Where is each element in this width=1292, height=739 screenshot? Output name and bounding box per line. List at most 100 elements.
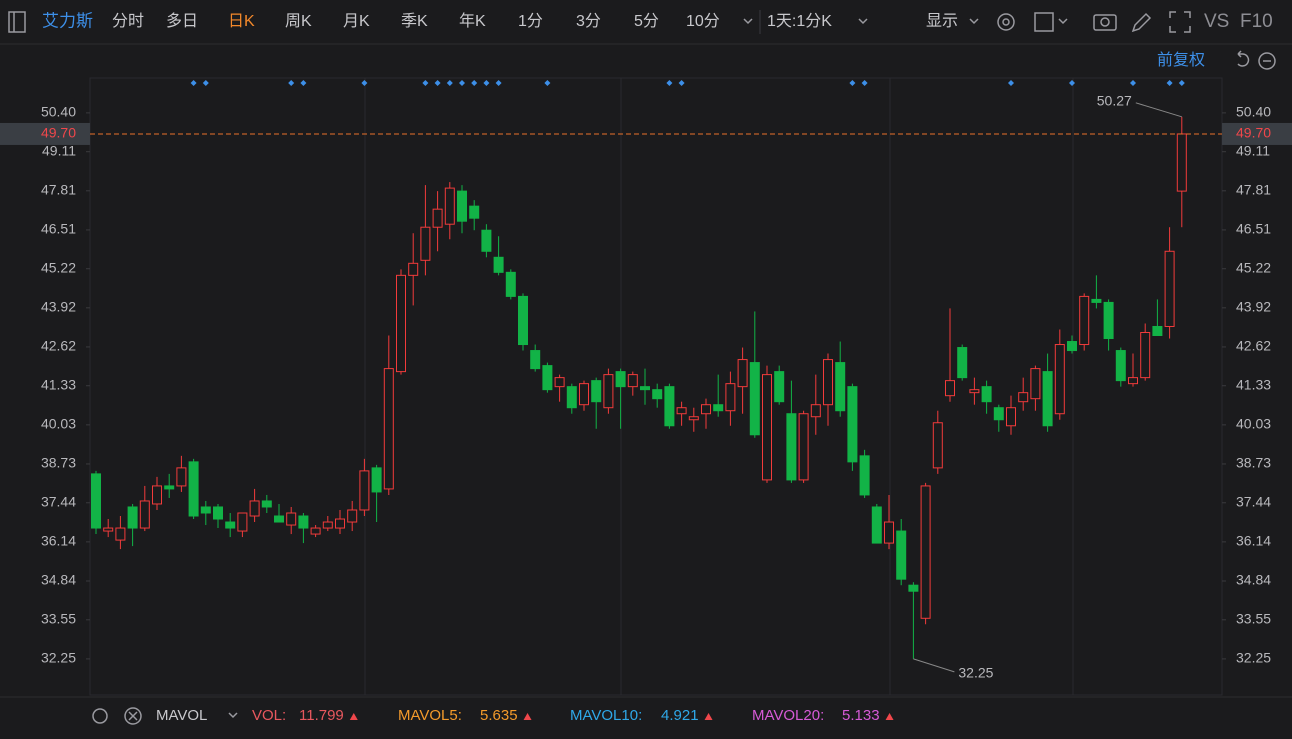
indicator-settings[interactable] [92,708,108,724]
period-tab[interactable]: 3分 [576,12,601,30]
event-marker[interactable] [483,80,490,86]
candle-body [1152,325,1163,337]
interval[interactable]: 1天:1分K [767,12,832,30]
event-marker[interactable] [434,80,441,86]
period-tab[interactable]: 多日 [166,12,198,30]
candle-body [859,455,870,496]
settings-icon[interactable] [997,13,1015,31]
trend-arrow [523,713,532,720]
candle-body [725,383,736,412]
y-tick-label: 34.84 [41,572,76,588]
draw-icon[interactable] [1131,12,1152,33]
candle-body [993,407,1004,421]
period-tab[interactable]: 月K [343,13,370,30]
candle-body [798,413,809,481]
period-tab[interactable]: 1分 [518,12,543,30]
camera-icon[interactable] [1093,14,1117,31]
y-tick-label: 34.84 [1236,572,1271,588]
candle-body [420,226,431,261]
candle-body [176,467,187,487]
candle-body [615,371,626,388]
y-tick-label: 47.81 [41,182,76,198]
candle-body [627,374,638,388]
display-menu[interactable]: 显示 [926,13,958,30]
y-tick-label: 36.14 [1236,533,1271,549]
event-marker[interactable] [446,80,453,86]
candle-body [945,380,955,397]
zoom-out-icon[interactable] [1258,52,1276,70]
event-marker[interactable] [1008,80,1014,86]
candlestick-plot: 50.40 50.40 49.11 49.11 47.81 47.81 46.51 46.51… [0,80,1292,681]
candle-body [274,515,284,523]
y-tick-label: 36.14 [41,533,76,549]
y-tick-label: 33.55 [1236,610,1271,626]
indicator-value: 4.921 [661,707,699,724]
event-marker[interactable] [849,80,856,86]
fullscreen-icon[interactable] [1169,11,1191,33]
y-tick-label: 49.11 [1236,142,1270,158]
chevron [743,18,753,25]
indicator-label: VOL: [252,707,286,724]
indicator-close[interactable] [124,707,142,725]
candle-body [871,506,882,544]
event-marker[interactable] [1130,80,1136,86]
period-tab[interactable]: 年K [459,12,486,30]
symbol[interactable]: 艾力斯 [42,11,93,30]
candle-body [652,389,663,400]
candle-body [566,386,577,409]
indicator-label: MAVOL5: [398,707,462,724]
event-marker[interactable] [300,80,307,86]
event-marker[interactable] [471,80,478,86]
event-marker[interactable] [361,80,368,86]
camera-lens [1100,17,1110,27]
low-leader [913,658,955,673]
y-tick-label: 42.62 [1236,338,1271,354]
candle-body [1103,301,1114,340]
vs-button[interactable]: VS [1204,11,1229,32]
candle-body [847,386,858,463]
candle-body [493,256,504,273]
event-marker[interactable] [495,80,502,86]
period-tabs: 分时 多日 日K 周K 月K 季K 年K 1分 3分 5分 10分 [112,12,720,30]
reset-icon[interactable] [1237,50,1250,67]
candle-body [481,229,492,252]
y-tick-label: 43.92 [41,299,76,315]
event-marker[interactable] [678,80,685,86]
indicator-name[interactable]: MAVOL [156,707,207,724]
y-tick-label: 42.62 [41,338,76,354]
event-marker[interactable] [1166,80,1173,86]
color-icon[interactable] [1034,12,1054,32]
event-marker[interactable] [861,80,868,86]
period-tab[interactable]: 周K [285,13,312,30]
candle-body [1006,407,1016,427]
sidebar-toggle[interactable] [8,11,26,33]
event-marker[interactable] [1069,80,1075,86]
event-marker[interactable] [459,80,465,86]
close-x [128,711,138,721]
period-tab[interactable]: 5分 [634,12,659,30]
event-marker[interactable] [544,80,551,86]
event-marker[interactable] [288,80,295,86]
event-marker[interactable] [190,80,197,86]
event-marker[interactable] [422,80,429,86]
period-tab[interactable]: 分时 [112,12,144,30]
event-marker[interactable] [666,80,673,86]
trend-arrow [704,713,713,720]
candle-body [810,404,821,418]
last-price-badge [1222,122,1292,145]
y-tick-label: 49.11 [42,142,76,158]
event-marker[interactable] [202,80,209,86]
candle-body [261,500,272,508]
period-tab[interactable]: 10分 [686,12,720,30]
y-tick-label: 47.81 [1236,182,1271,198]
candle-body [1018,392,1029,403]
candle-body [408,262,419,276]
period-tab[interactable]: 日K [228,13,255,30]
period-tab[interactable]: 季K [401,12,428,30]
f10-button[interactable]: F10 [1240,11,1273,32]
adjust-mode[interactable]: 前复权 [1157,51,1205,69]
y-tick-label: 41.33 [1236,376,1271,392]
event-marker[interactable] [1178,80,1185,86]
y-tick-label: 43.92 [1236,299,1271,315]
trend-arrow [349,713,358,720]
